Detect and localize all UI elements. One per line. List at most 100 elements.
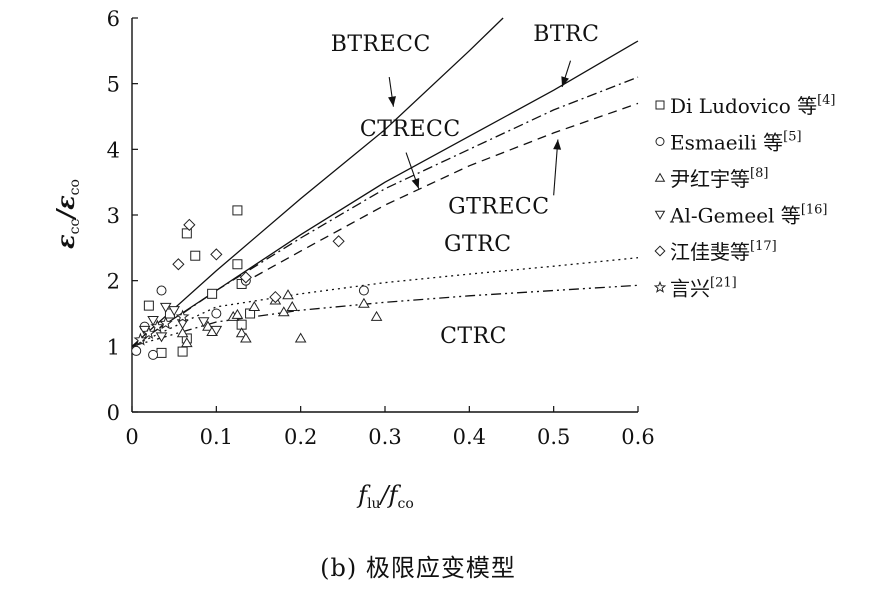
y-tick-label: 0 <box>107 401 120 425</box>
data-point-diamond <box>183 218 196 231</box>
x-tick-label: 0.3 <box>368 425 401 449</box>
data-point-triangle-up <box>180 337 193 348</box>
curve-label-ctrecc: CTRECC <box>360 117 461 142</box>
data-point-triangle-down <box>168 306 180 317</box>
y-tick-label: 1 <box>107 335 120 359</box>
x-axis-title-sep: /f <box>379 481 402 509</box>
x-tick-label: 0.2 <box>284 425 317 449</box>
legend-marker-triangle-up <box>654 172 666 182</box>
data-point-star <box>141 325 156 340</box>
y-axis-title-main: ε <box>51 234 80 249</box>
data-point-triangle-up <box>282 289 294 300</box>
svg-text:εcc/εco: εcc/εco <box>51 179 83 249</box>
y-axis-title-sep: /ε <box>51 195 80 221</box>
y-ticks: 0 1 2 3 4 5 6 <box>107 7 138 425</box>
annotation-arrowhead <box>411 177 420 189</box>
data-point-triangle-down <box>159 302 172 313</box>
legend-marker-circle <box>655 137 665 146</box>
data-point-circle <box>131 345 142 356</box>
data-point-star <box>175 309 190 323</box>
annotation-arrowhead <box>388 96 396 107</box>
data-point-square <box>232 205 243 216</box>
y-tick-label: 3 <box>107 204 120 228</box>
curve-label-gtrc: GTRC <box>444 232 512 257</box>
data-point-triangle-up <box>231 308 244 319</box>
curve-labels: BTRECC BTRC CTRECC GTRECC GTRC CTRC <box>331 22 599 349</box>
curve-btrecc <box>131 17 504 347</box>
data-point-triangle-up <box>294 332 307 343</box>
data-point-square <box>177 346 188 357</box>
data-point-circle <box>148 349 159 360</box>
legend: Di Ludovico 等[4] Esmaeili 等[5] 尹红宇等[8] Al-G… <box>653 93 836 301</box>
curve-label-btrecc: BTRECC <box>331 32 431 57</box>
curve-gtrc <box>131 257 639 347</box>
data-point-square <box>207 288 218 299</box>
y-tick-label: 2 <box>107 270 120 294</box>
x-ticks: 0 0.1 0.2 0.3 0.4 0.5 0.6 <box>125 406 655 449</box>
data-point-diamond <box>172 258 185 271</box>
legend-marker-square <box>655 100 665 110</box>
curve-ctrc <box>131 284 639 347</box>
y-axis-title-sub2: co <box>67 179 83 195</box>
x-axis-title: flu/fco <box>356 481 414 512</box>
data-point-triangle-up <box>176 327 189 338</box>
x-axis-title-sub2: co <box>398 496 414 512</box>
legend-marker-diamond <box>654 245 666 257</box>
data-point-circle <box>211 308 222 319</box>
data-point-circle <box>156 285 167 296</box>
x-tick-label: 0.5 <box>537 425 570 449</box>
data-point-diamond <box>332 235 345 248</box>
legend-marker-triangle-down <box>654 210 666 220</box>
annotation-arrowhead <box>553 139 562 150</box>
data-point-square <box>181 228 192 239</box>
data-point-triangle-up <box>248 300 261 312</box>
x-tick-label: 0.6 <box>621 425 654 449</box>
x-tick-label: 0 <box>125 425 138 449</box>
data-point-triangle-down <box>210 325 223 336</box>
y-axis-title-sub1: cc <box>67 219 83 235</box>
x-tick-label: 0.4 <box>453 425 486 449</box>
data-point-triangle-up <box>277 306 290 317</box>
y-tick-label: 5 <box>107 73 120 97</box>
curve-label-ctrc: CTRC <box>440 324 507 349</box>
plot-area: 0 0.1 0.2 0.3 0.4 0.5 0.6 0 1 2 3 4 5 6 BTRECC BTRC CT… <box>107 7 655 449</box>
curve-label-gtrecc: GTRECC <box>448 195 550 220</box>
y-tick-label: 4 <box>107 138 120 162</box>
legend-label: Al-Gemeel 等[16] <box>669 203 828 228</box>
data-point-star <box>150 319 165 333</box>
data-point-triangle-down <box>197 317 210 328</box>
data-point-triangle-down <box>147 315 159 327</box>
legend-label: Esmaeili 等[5] <box>670 130 802 155</box>
data-point-triangle-up <box>240 332 252 343</box>
annotation-arrows <box>388 60 572 196</box>
legend-label: 言兴[21] <box>670 276 737 301</box>
data-point-diamond <box>239 271 252 284</box>
legend-label: Di Ludovico 等[4] <box>670 93 836 118</box>
data-point-triangle-up <box>286 300 299 312</box>
x-axis-title-sub1: lu <box>367 496 381 512</box>
curve-gtrecc <box>241 102 639 285</box>
legend-label: 尹红宇等[8] <box>670 166 768 191</box>
data-points <box>131 205 383 360</box>
data-point-diamond <box>269 290 282 304</box>
data-point-triangle-up <box>235 327 248 338</box>
data-point-circle <box>358 285 369 296</box>
legend-label: 江佳斐等[17] <box>670 239 777 264</box>
data-point-diamond <box>210 248 223 261</box>
y-tick-label: 6 <box>107 7 120 31</box>
curve-label-btrc: BTRC <box>533 22 599 47</box>
x-tick-label: 0.1 <box>200 425 233 449</box>
data-point-square <box>156 347 167 358</box>
y-axis-title: εcc/εco <box>51 179 83 249</box>
data-point-star <box>133 332 148 346</box>
data-point-triangle-up <box>370 310 383 321</box>
data-point-triangle-up <box>358 297 370 308</box>
legend-marker-star <box>653 280 667 293</box>
data-point-triangle-up <box>202 320 214 331</box>
data-point-star <box>158 316 173 330</box>
figure-caption: (b) 极限应变模型 <box>320 554 516 582</box>
annotation-arrowhead <box>561 76 569 87</box>
data-point-square <box>232 259 243 270</box>
data-point-square <box>143 300 154 311</box>
